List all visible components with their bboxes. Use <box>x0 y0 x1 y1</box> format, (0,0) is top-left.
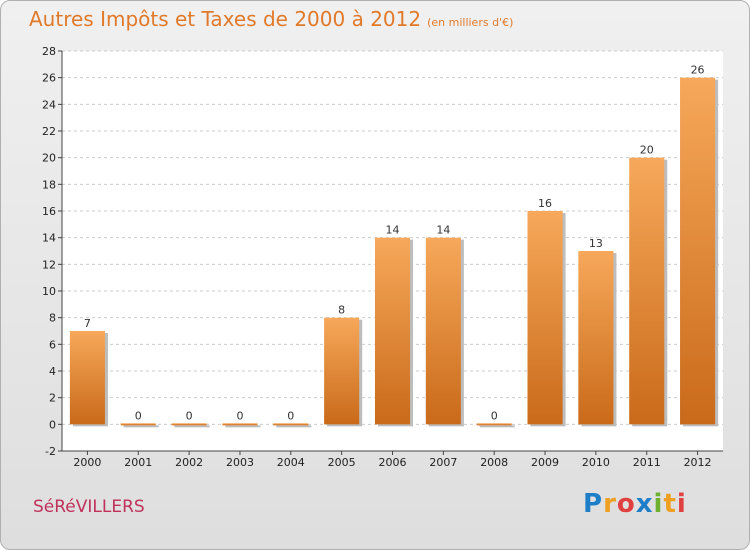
bar-value-label: 0 <box>491 409 498 422</box>
bar-value-label: 14 <box>386 224 400 237</box>
y-tick-label: 4 <box>49 365 56 378</box>
x-tick-label: 2012 <box>684 456 712 469</box>
bar-value-label: 16 <box>538 197 552 210</box>
chart-unit: (en milliers d'€) <box>427 16 514 29</box>
x-tick-label: 2003 <box>226 456 254 469</box>
bar-value-label: 8 <box>338 304 345 317</box>
bar <box>629 157 665 425</box>
y-tick-label: 20 <box>42 152 56 165</box>
x-tick-label: 2006 <box>379 456 407 469</box>
logo-letter: x <box>635 489 654 519</box>
logo-letter: t <box>663 489 677 519</box>
x-tick-label: 2005 <box>328 456 356 469</box>
bar-value-label: 0 <box>236 409 243 422</box>
y-tick-label: 24 <box>42 98 56 111</box>
y-tick-label: 16 <box>42 205 56 218</box>
bar-shadow <box>123 425 159 428</box>
y-tick-label: 10 <box>42 285 56 298</box>
bar-value-label: 0 <box>186 409 193 422</box>
chart-title: Autres Impôts et Taxes de 2000 à 2012 (en… <box>29 7 513 31</box>
bar-value-label: 7 <box>84 317 91 330</box>
x-tick-label: 2009 <box>531 456 559 469</box>
bar <box>120 423 156 426</box>
x-tick-label: 2001 <box>124 456 152 469</box>
bar <box>527 211 563 425</box>
y-tick-label: 18 <box>42 178 56 191</box>
y-tick-label: 22 <box>42 125 56 138</box>
bar-value-label: 0 <box>287 409 294 422</box>
bar-shadow <box>479 425 515 428</box>
bar <box>425 237 461 425</box>
bar <box>680 77 716 425</box>
chart-title-text: Autres Impôts et Taxes de 2000 à 2012 <box>29 7 422 31</box>
bar <box>374 237 411 425</box>
bar <box>324 317 360 425</box>
bar <box>171 423 207 426</box>
bar-shadow <box>174 425 210 428</box>
y-tick-label: 6 <box>49 338 56 351</box>
y-tick-label: 12 <box>42 258 56 271</box>
y-tick-label: 28 <box>42 45 56 58</box>
y-tick-label: 2 <box>49 392 56 405</box>
y-tick-label: 14 <box>42 232 56 245</box>
bar-shadow <box>276 425 312 428</box>
y-tick-label: 8 <box>49 312 56 325</box>
bar <box>578 251 614 425</box>
y-tick-label: -2 <box>45 445 56 458</box>
logo-letter: r <box>603 489 617 519</box>
bar <box>273 423 309 426</box>
x-tick-label: 2007 <box>429 456 457 469</box>
logo-letter: i <box>653 489 664 519</box>
bar <box>476 423 512 426</box>
y-tick-label: 0 <box>49 418 56 431</box>
bar-value-label: 20 <box>640 144 654 157</box>
bar <box>222 423 258 426</box>
x-tick-label: 2010 <box>582 456 610 469</box>
x-tick-label: 2011 <box>633 456 661 469</box>
logo-letter: o <box>616 489 636 519</box>
bar-value-label: 0 <box>135 409 142 422</box>
proxiti-logo: Proxiti <box>583 489 687 519</box>
bar-value-label: 14 <box>436 224 450 237</box>
bar <box>69 331 105 425</box>
logo-letter: i <box>676 489 687 519</box>
commune-name: SéRéVILLERS <box>33 497 145 517</box>
x-tick-label: 2000 <box>73 456 101 469</box>
logo-letter: P <box>583 489 604 519</box>
x-tick-label: 2004 <box>277 456 305 469</box>
x-tick-label: 2008 <box>480 456 508 469</box>
bar-shadow <box>225 425 261 428</box>
bar-value-label: 13 <box>589 237 603 250</box>
bar-value-label: 26 <box>691 64 705 77</box>
y-tick-label: 26 <box>42 72 56 85</box>
x-tick-label: 2002 <box>175 456 203 469</box>
